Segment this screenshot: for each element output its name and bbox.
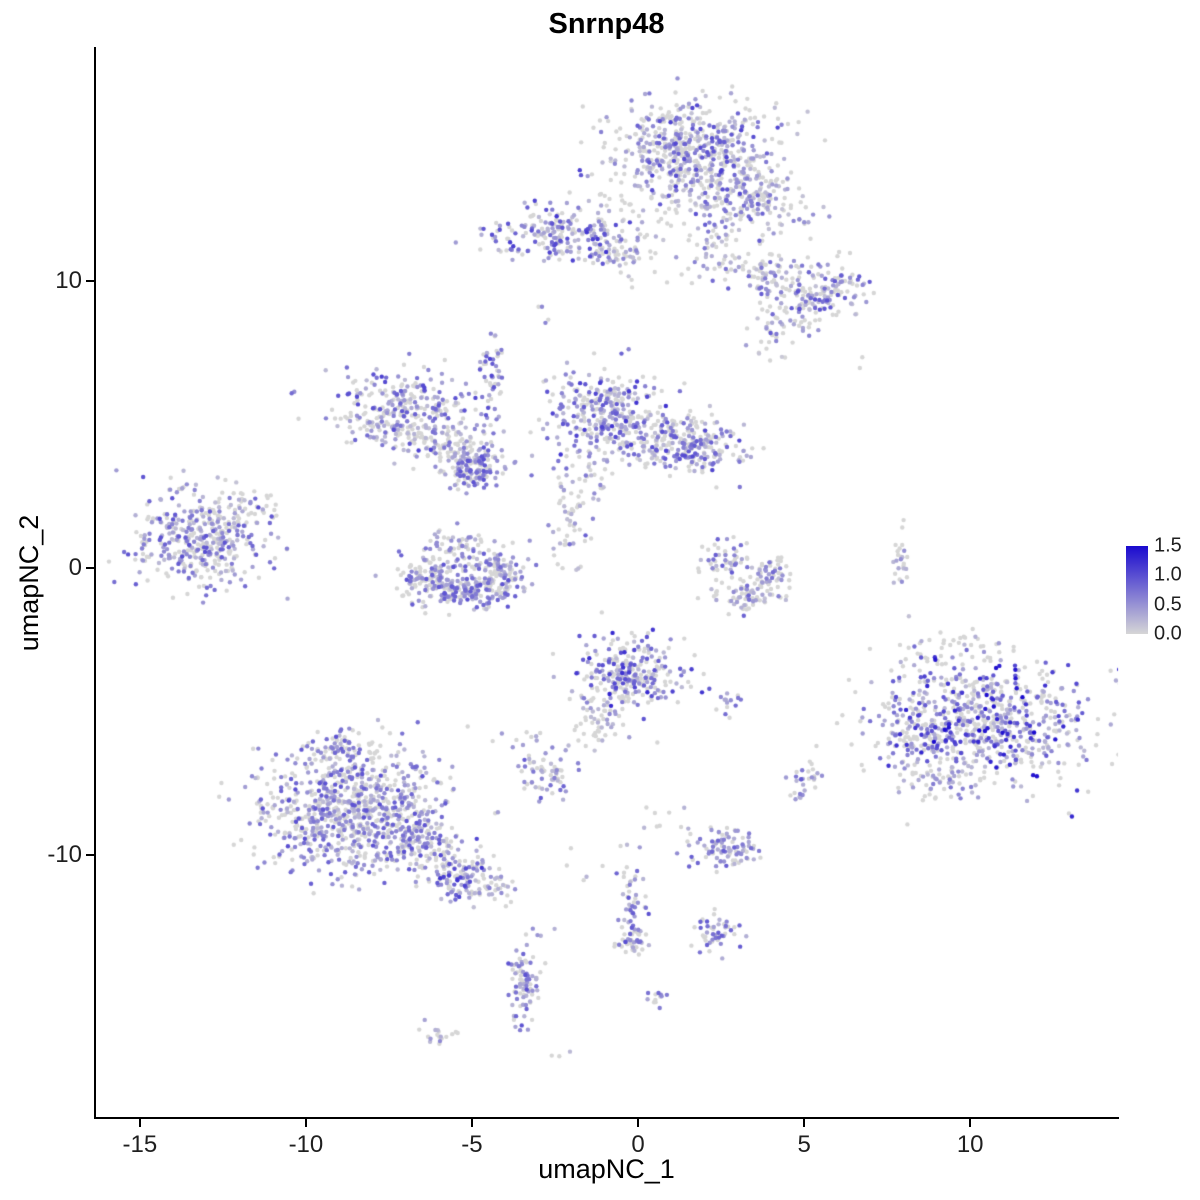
x-axis-label: umapNC_1 bbox=[538, 1154, 675, 1184]
x-tick-label: -15 bbox=[122, 1131, 158, 1158]
colorbar-gradient bbox=[1126, 546, 1148, 634]
x-tick-label: -5 bbox=[461, 1131, 483, 1158]
x-tick-mark bbox=[138, 1118, 141, 1127]
y-tick-label: 10 bbox=[55, 267, 82, 294]
y-tick-mark bbox=[86, 567, 95, 570]
x-tick-label: 0 bbox=[631, 1131, 645, 1158]
colorbar-legend: 1.5 1.0 0.5 0.0 bbox=[1124, 535, 1200, 650]
x-tick-label: 10 bbox=[956, 1131, 984, 1158]
legend-tick-label: 0.5 bbox=[1154, 593, 1182, 616]
y-tick-mark bbox=[86, 280, 95, 282]
x-axis-line bbox=[94, 1117, 1119, 1119]
x-tick-mark bbox=[969, 1118, 972, 1127]
y-tick-label: -10 bbox=[47, 841, 82, 869]
x-tick-label: -10 bbox=[288, 1131, 324, 1158]
y-tick-mark bbox=[86, 854, 95, 857]
x-tick-mark bbox=[803, 1118, 806, 1127]
plot-title: Snrnp48 bbox=[548, 8, 665, 40]
x-tick-label: 5 bbox=[797, 1131, 811, 1158]
x-tick-mark bbox=[304, 1118, 307, 1127]
y-axis-label: umapNC_2 bbox=[14, 514, 44, 652]
y-tick-label: 0 bbox=[68, 554, 82, 582]
legend-tick-label: 1.0 bbox=[1154, 563, 1182, 586]
x-tick-mark bbox=[637, 1118, 640, 1127]
x-tick-mark bbox=[470, 1118, 473, 1127]
legend-tick-label: 0.0 bbox=[1154, 622, 1182, 645]
y-axis-line bbox=[94, 47, 96, 1119]
legend-tick-label: 1.5 bbox=[1154, 534, 1182, 557]
